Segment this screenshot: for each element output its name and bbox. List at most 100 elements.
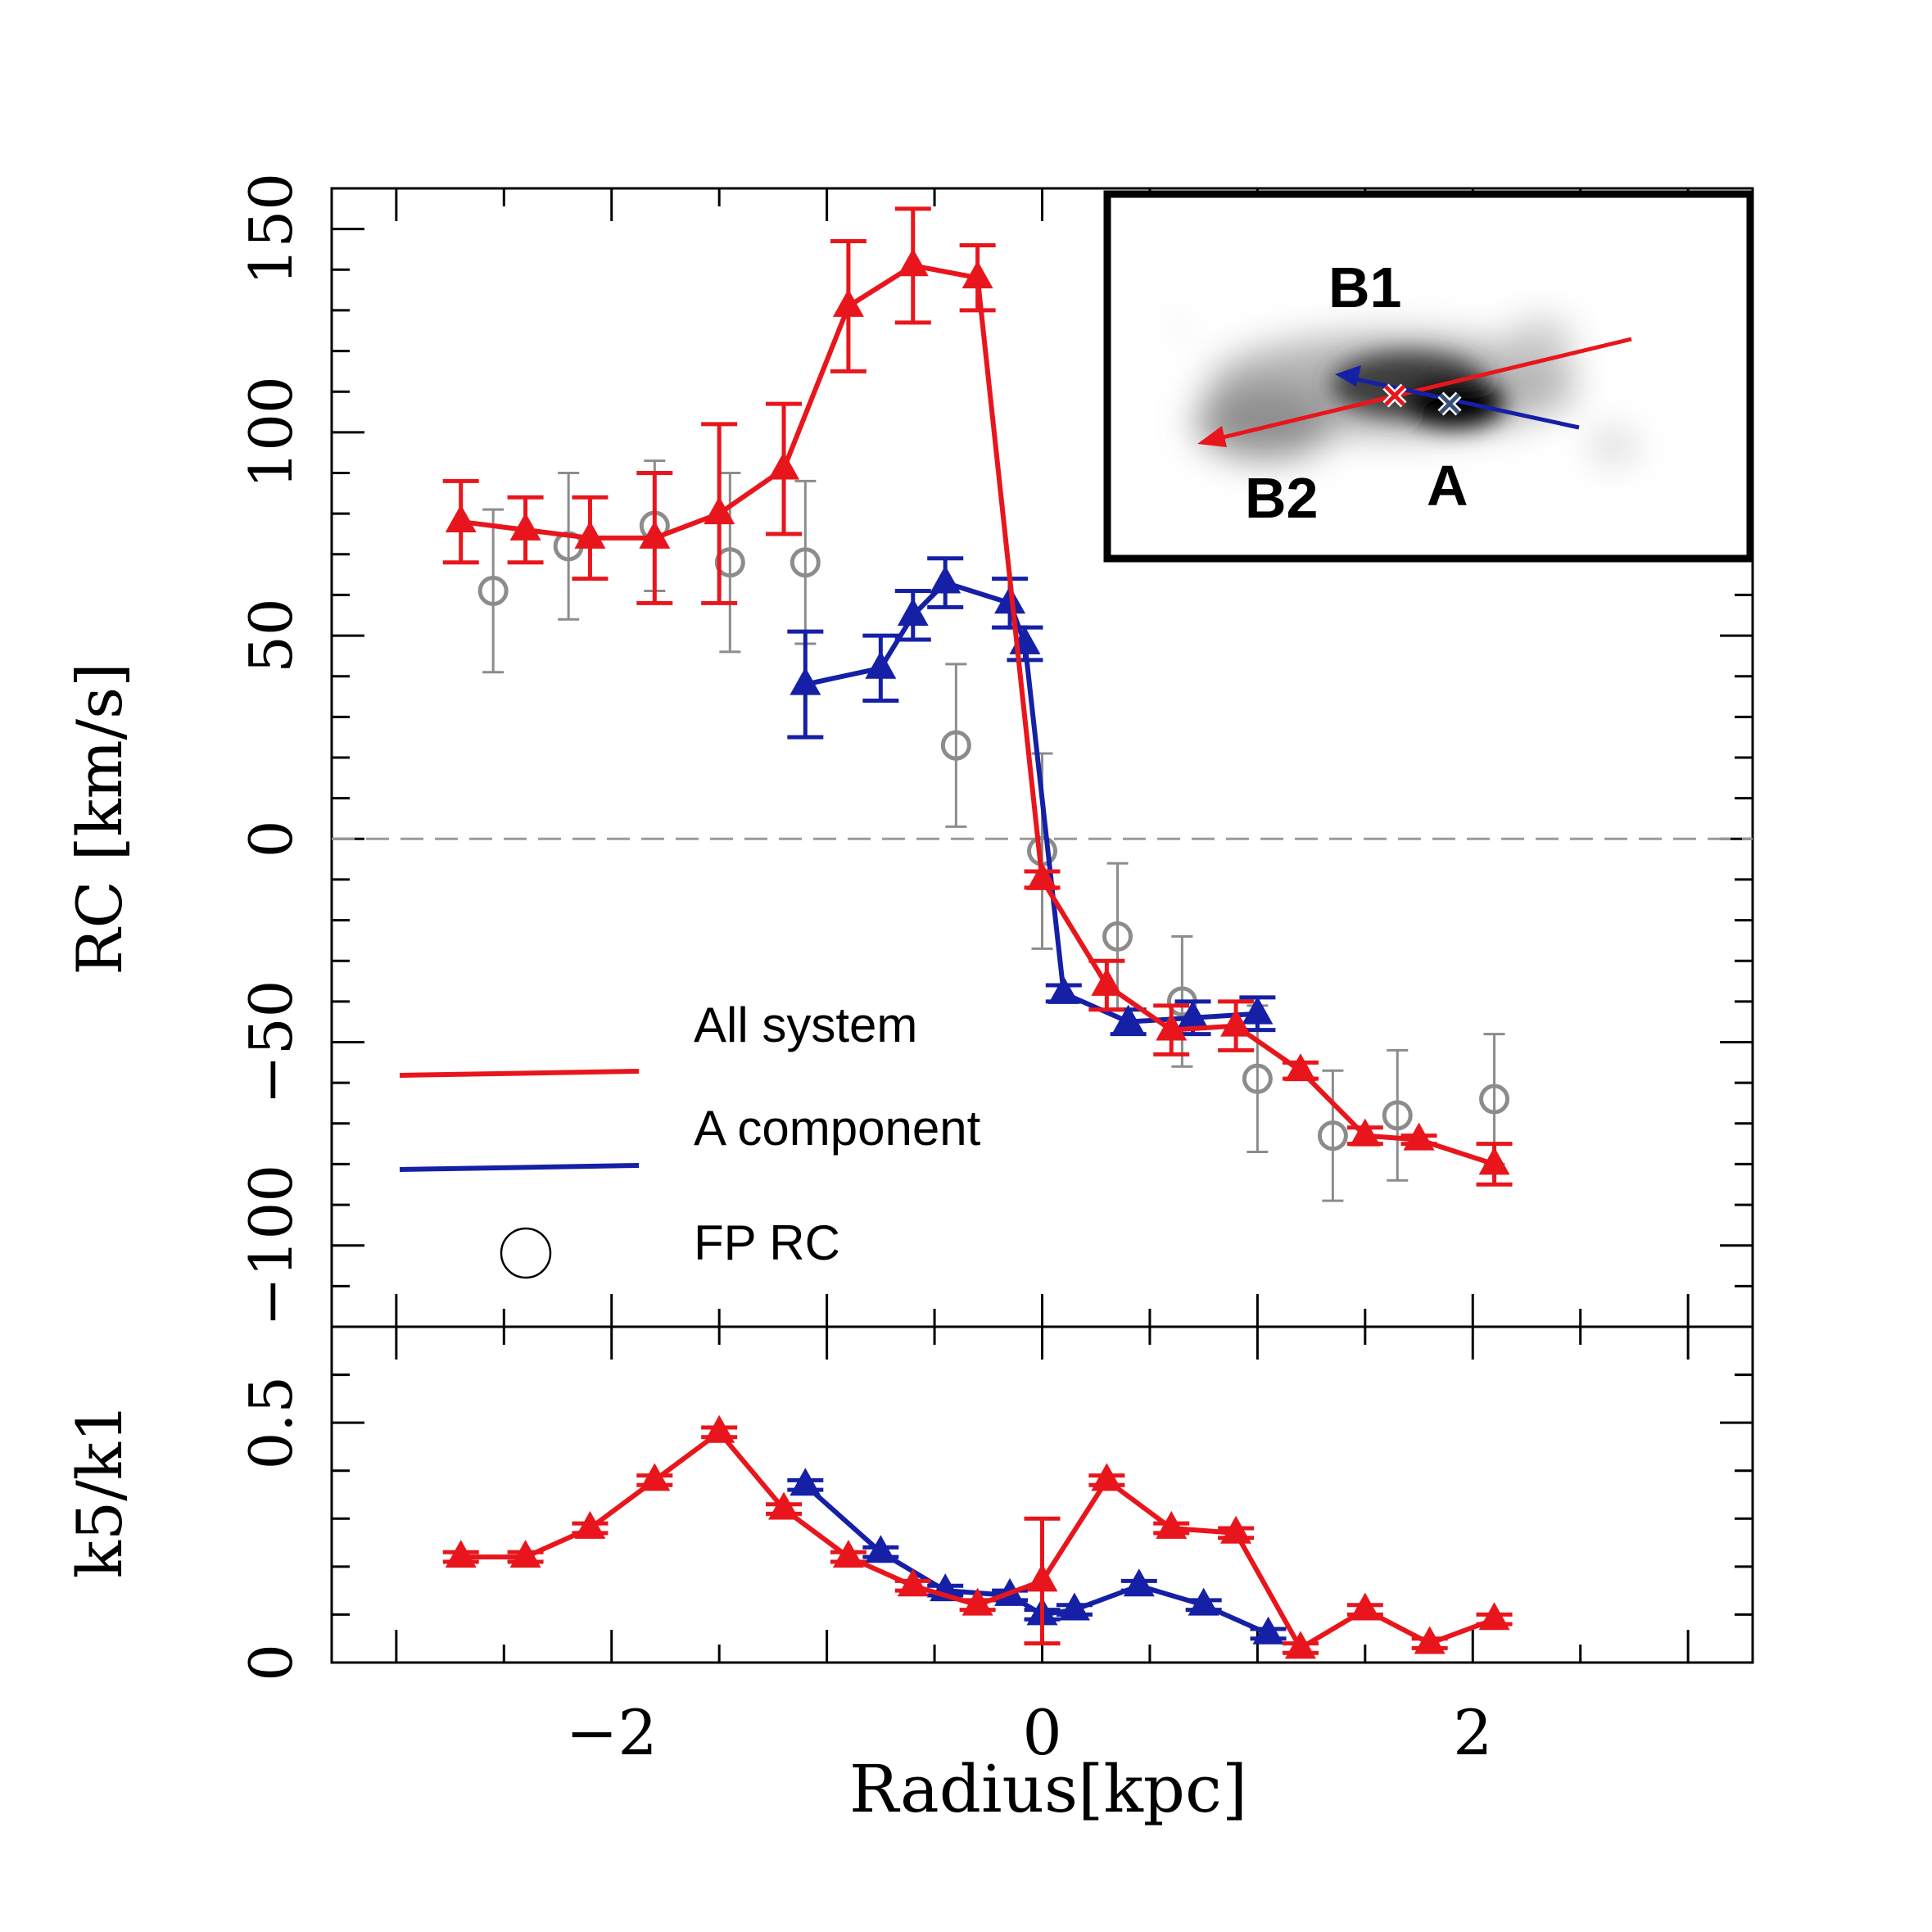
data-point xyxy=(704,1414,735,1443)
slit-arrow-head-red xyxy=(1197,426,1227,447)
rc-panel-y-tick-labels: −100 −50 0 50 100 150 xyxy=(237,173,305,1327)
data-point xyxy=(1102,921,1133,952)
slit-arrow-head-blue xyxy=(1335,365,1361,387)
data-point xyxy=(1414,1626,1446,1654)
k5-k1-y-tick-label: 0 xyxy=(237,1644,305,1681)
k5-k1-series-a-component xyxy=(787,1468,1287,1645)
center-marker-red xyxy=(1382,383,1407,408)
rc-y-tick-label: −50 xyxy=(237,980,305,1105)
error-bar xyxy=(1322,1069,1344,1202)
data-point xyxy=(768,451,800,480)
data-point xyxy=(1242,1063,1273,1094)
data-point xyxy=(1156,1510,1188,1539)
data-point xyxy=(1091,967,1123,996)
slit-line-a-component xyxy=(1344,374,1580,430)
k5-k1-panel-ticks xyxy=(332,1327,1753,1663)
rc-panel-series xyxy=(442,206,1513,1202)
data-point xyxy=(1479,1084,1510,1115)
k5-k1-y-tick-label: 0.5 xyxy=(237,1376,305,1470)
data-point xyxy=(1242,996,1274,1025)
x-axis-label: Radius[kpc] xyxy=(849,1751,1247,1827)
data-point xyxy=(1284,1053,1316,1082)
rc-y-tick-label: 100 xyxy=(237,376,305,488)
error-bar xyxy=(558,472,580,621)
data-point xyxy=(639,1463,671,1491)
data-point xyxy=(790,547,821,578)
data-point xyxy=(1284,1631,1316,1659)
data-point xyxy=(1026,1563,1058,1592)
data-point xyxy=(445,504,477,532)
data-point xyxy=(897,248,929,277)
legend-line-all-system xyxy=(399,1069,640,1078)
data-point xyxy=(1403,1122,1435,1151)
data-point xyxy=(1349,1592,1381,1621)
x-tick-labels: −2 0 2 xyxy=(566,1696,1493,1769)
data-point xyxy=(1478,1602,1510,1631)
data-point xyxy=(1177,1000,1209,1029)
inset-label-b1: B1 xyxy=(1328,256,1401,319)
data-point xyxy=(477,575,509,606)
rc-series-all-system xyxy=(442,206,1513,1187)
data-point xyxy=(1123,1568,1155,1597)
legend-line-a-component xyxy=(399,1163,640,1172)
galaxy-image-inset: B1 B2 A xyxy=(1103,190,1754,563)
data-point xyxy=(1112,1004,1144,1033)
inset-label-a: A xyxy=(1427,454,1468,518)
data-point xyxy=(865,650,897,679)
rc-series-fp-rc xyxy=(477,459,1510,1202)
k5-k1-panel: 00.5 −2 0 2 k5/k1 Radius[kpc] xyxy=(63,1325,1754,1827)
data-point xyxy=(574,1510,606,1539)
x-tick-label: −2 xyxy=(566,1696,658,1769)
data-point xyxy=(1026,862,1058,890)
series-line xyxy=(460,1429,1495,1651)
data-point xyxy=(639,520,671,549)
data-point xyxy=(961,1587,993,1616)
error-bar xyxy=(945,663,967,828)
data-point xyxy=(865,1535,897,1563)
data-point xyxy=(1252,1616,1284,1645)
data-point xyxy=(1382,1100,1413,1131)
legend: All system A component FP RC xyxy=(399,998,981,1279)
data-point xyxy=(574,520,606,549)
rc-y-axis-label: RC [km/s] xyxy=(63,663,136,975)
k5-k1-panel-y-tick-labels: 00.5 xyxy=(237,1376,305,1681)
rc-y-tick-label: 50 xyxy=(237,598,305,673)
data-point xyxy=(961,260,993,289)
error-bar xyxy=(719,472,741,654)
rc-panel: −100 −50 0 50 100 150 RC [km/s] xyxy=(63,173,1754,1328)
data-point xyxy=(930,565,961,594)
rc-y-tick-label: 0 xyxy=(237,820,305,857)
data-point xyxy=(768,1491,800,1520)
data-point xyxy=(790,667,821,695)
inset-label-b2: B2 xyxy=(1245,466,1318,530)
data-point xyxy=(1478,1147,1510,1175)
data-point xyxy=(704,496,735,525)
data-point xyxy=(1058,1592,1090,1621)
rc-y-tick-label: 150 xyxy=(237,173,305,285)
legend-label-fp-rc: FP RC xyxy=(694,1215,840,1270)
data-point xyxy=(1220,1008,1252,1037)
data-point xyxy=(714,547,745,578)
data-point xyxy=(897,1568,929,1597)
error-bar xyxy=(794,479,817,645)
data-point xyxy=(1156,1012,1188,1041)
legend-label-a-component: A component xyxy=(694,1101,981,1156)
center-marker-blue xyxy=(1437,391,1462,416)
data-point xyxy=(1188,1587,1219,1616)
x-tick-label: 2 xyxy=(1453,1696,1492,1769)
data-point xyxy=(832,288,864,317)
data-point xyxy=(1047,975,1079,1004)
data-point xyxy=(445,1540,477,1568)
data-point xyxy=(509,512,541,541)
legend-marker-fp-rc xyxy=(500,1227,552,1279)
legend-label-all-system: All system xyxy=(694,998,917,1052)
data-point xyxy=(509,1540,541,1568)
data-point xyxy=(1091,1463,1123,1491)
k5-k1-y-axis-label: k5/k1 xyxy=(63,1403,136,1578)
data-point xyxy=(832,1540,864,1568)
data-point xyxy=(1317,1120,1348,1152)
data-point xyxy=(790,1468,821,1496)
rc-y-tick-label: −100 xyxy=(237,1165,305,1327)
data-point xyxy=(1349,1118,1381,1147)
